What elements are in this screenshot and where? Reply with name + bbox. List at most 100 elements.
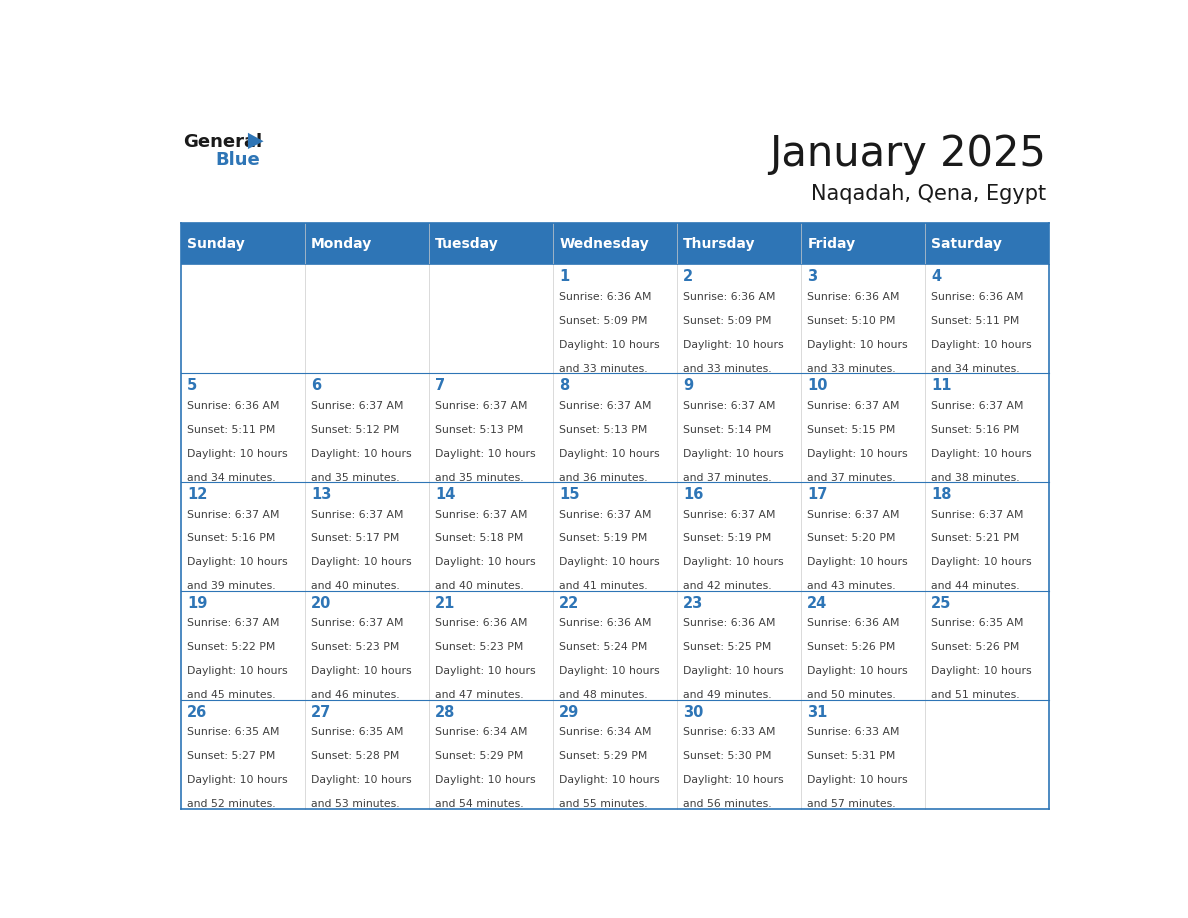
Text: and 39 minutes.: and 39 minutes. <box>188 581 276 591</box>
Text: 5: 5 <box>188 378 197 393</box>
Bar <box>801 591 925 700</box>
Text: Sunset: 5:09 PM: Sunset: 5:09 PM <box>683 316 772 326</box>
Text: Sunrise: 6:37 AM: Sunrise: 6:37 AM <box>683 509 776 520</box>
Text: Sunset: 5:12 PM: Sunset: 5:12 PM <box>311 425 399 434</box>
Text: Sunset: 5:30 PM: Sunset: 5:30 PM <box>683 751 772 761</box>
Text: Daylight: 10 hours: Daylight: 10 hours <box>808 340 908 350</box>
Text: Daylight: 10 hours: Daylight: 10 hours <box>311 775 412 785</box>
Text: Sunset: 5:20 PM: Sunset: 5:20 PM <box>808 533 896 543</box>
Text: Tuesday: Tuesday <box>435 237 499 251</box>
Text: 27: 27 <box>311 705 331 720</box>
Text: Sunrise: 6:35 AM: Sunrise: 6:35 AM <box>311 727 404 737</box>
Text: Sunrise: 6:37 AM: Sunrise: 6:37 AM <box>683 400 776 410</box>
Text: Sunrise: 6:37 AM: Sunrise: 6:37 AM <box>808 509 899 520</box>
Text: Daylight: 10 hours: Daylight: 10 hours <box>435 557 536 567</box>
Bar <box>181 591 305 700</box>
Text: Sunset: 5:29 PM: Sunset: 5:29 PM <box>560 751 647 761</box>
Text: and 45 minutes.: and 45 minutes. <box>188 690 276 700</box>
Text: Sunset: 5:14 PM: Sunset: 5:14 PM <box>683 425 772 434</box>
Text: Sunset: 5:22 PM: Sunset: 5:22 PM <box>188 643 276 653</box>
Text: Sunrise: 6:36 AM: Sunrise: 6:36 AM <box>808 292 899 302</box>
Text: Sunset: 5:31 PM: Sunset: 5:31 PM <box>808 751 896 761</box>
Text: Sunrise: 6:36 AM: Sunrise: 6:36 AM <box>683 619 776 629</box>
Text: Sunrise: 6:36 AM: Sunrise: 6:36 AM <box>435 619 527 629</box>
Text: and 49 minutes.: and 49 minutes. <box>683 690 772 700</box>
Text: Saturday: Saturday <box>931 237 1003 251</box>
Text: Sunset: 5:29 PM: Sunset: 5:29 PM <box>435 751 524 761</box>
Text: Sunset: 5:21 PM: Sunset: 5:21 PM <box>931 533 1019 543</box>
Text: 25: 25 <box>931 596 952 610</box>
Bar <box>925 700 1049 809</box>
Text: Sunrise: 6:36 AM: Sunrise: 6:36 AM <box>560 292 652 302</box>
Text: and 33 minutes.: and 33 minutes. <box>683 364 772 374</box>
Text: and 42 minutes.: and 42 minutes. <box>683 581 772 591</box>
Text: 4: 4 <box>931 269 941 285</box>
Text: Sunset: 5:09 PM: Sunset: 5:09 PM <box>560 316 647 326</box>
Text: and 56 minutes.: and 56 minutes. <box>683 799 772 809</box>
Bar <box>677 700 801 809</box>
Bar <box>925 373 1049 482</box>
Text: Sunset: 5:26 PM: Sunset: 5:26 PM <box>808 643 896 653</box>
Text: 3: 3 <box>808 269 817 285</box>
Bar <box>552 700 677 809</box>
Text: Daylight: 10 hours: Daylight: 10 hours <box>435 666 536 677</box>
Text: Sunset: 5:28 PM: Sunset: 5:28 PM <box>311 751 399 761</box>
Text: Sunday: Sunday <box>188 237 245 251</box>
Text: Sunset: 5:24 PM: Sunset: 5:24 PM <box>560 643 647 653</box>
Text: Thursday: Thursday <box>683 237 756 251</box>
Text: Daylight: 10 hours: Daylight: 10 hours <box>188 775 287 785</box>
Text: Sunrise: 6:36 AM: Sunrise: 6:36 AM <box>560 619 652 629</box>
Text: 16: 16 <box>683 487 703 502</box>
Text: Sunset: 5:16 PM: Sunset: 5:16 PM <box>931 425 1019 434</box>
Bar <box>677 591 801 700</box>
Text: Sunrise: 6:34 AM: Sunrise: 6:34 AM <box>560 727 652 737</box>
Text: and 34 minutes.: and 34 minutes. <box>188 473 276 483</box>
Text: Sunset: 5:23 PM: Sunset: 5:23 PM <box>311 643 399 653</box>
Text: General: General <box>183 133 263 151</box>
Bar <box>429 482 552 591</box>
Bar <box>181 223 305 264</box>
Text: Sunrise: 6:37 AM: Sunrise: 6:37 AM <box>435 400 527 410</box>
Bar <box>925 264 1049 373</box>
Text: 29: 29 <box>560 705 580 720</box>
Text: and 33 minutes.: and 33 minutes. <box>560 364 647 374</box>
Text: Daylight: 10 hours: Daylight: 10 hours <box>560 340 659 350</box>
Text: Sunrise: 6:37 AM: Sunrise: 6:37 AM <box>311 400 404 410</box>
Text: 10: 10 <box>808 378 828 393</box>
Bar <box>552 482 677 591</box>
Text: and 55 minutes.: and 55 minutes. <box>560 799 647 809</box>
Text: Sunrise: 6:37 AM: Sunrise: 6:37 AM <box>931 509 1024 520</box>
Text: Sunrise: 6:37 AM: Sunrise: 6:37 AM <box>188 619 279 629</box>
Text: and 52 minutes.: and 52 minutes. <box>188 799 276 809</box>
Text: Sunrise: 6:35 AM: Sunrise: 6:35 AM <box>188 727 279 737</box>
Text: Daylight: 10 hours: Daylight: 10 hours <box>808 666 908 677</box>
Text: Daylight: 10 hours: Daylight: 10 hours <box>311 666 412 677</box>
Text: Sunset: 5:23 PM: Sunset: 5:23 PM <box>435 643 524 653</box>
Bar <box>305 373 429 482</box>
Text: Sunrise: 6:37 AM: Sunrise: 6:37 AM <box>188 509 279 520</box>
Text: and 47 minutes.: and 47 minutes. <box>435 690 524 700</box>
Text: Sunrise: 6:37 AM: Sunrise: 6:37 AM <box>311 619 404 629</box>
Text: and 51 minutes.: and 51 minutes. <box>931 690 1020 700</box>
Text: Sunset: 5:13 PM: Sunset: 5:13 PM <box>560 425 647 434</box>
Text: Sunrise: 6:35 AM: Sunrise: 6:35 AM <box>931 619 1024 629</box>
Bar <box>801 223 925 264</box>
Text: Daylight: 10 hours: Daylight: 10 hours <box>188 666 287 677</box>
Text: and 37 minutes.: and 37 minutes. <box>683 473 772 483</box>
Text: Daylight: 10 hours: Daylight: 10 hours <box>311 557 412 567</box>
Text: and 34 minutes.: and 34 minutes. <box>931 364 1020 374</box>
Bar <box>181 482 305 591</box>
Text: Sunset: 5:26 PM: Sunset: 5:26 PM <box>931 643 1019 653</box>
Bar <box>925 223 1049 264</box>
Text: 21: 21 <box>435 596 456 610</box>
Text: Sunrise: 6:34 AM: Sunrise: 6:34 AM <box>435 727 527 737</box>
Text: 22: 22 <box>560 596 580 610</box>
Bar <box>552 264 677 373</box>
Text: 8: 8 <box>560 378 569 393</box>
Text: Sunset: 5:13 PM: Sunset: 5:13 PM <box>435 425 524 434</box>
Bar <box>305 591 429 700</box>
Bar <box>925 482 1049 591</box>
Bar <box>429 700 552 809</box>
Text: Sunset: 5:17 PM: Sunset: 5:17 PM <box>311 533 399 543</box>
Text: Sunset: 5:27 PM: Sunset: 5:27 PM <box>188 751 276 761</box>
